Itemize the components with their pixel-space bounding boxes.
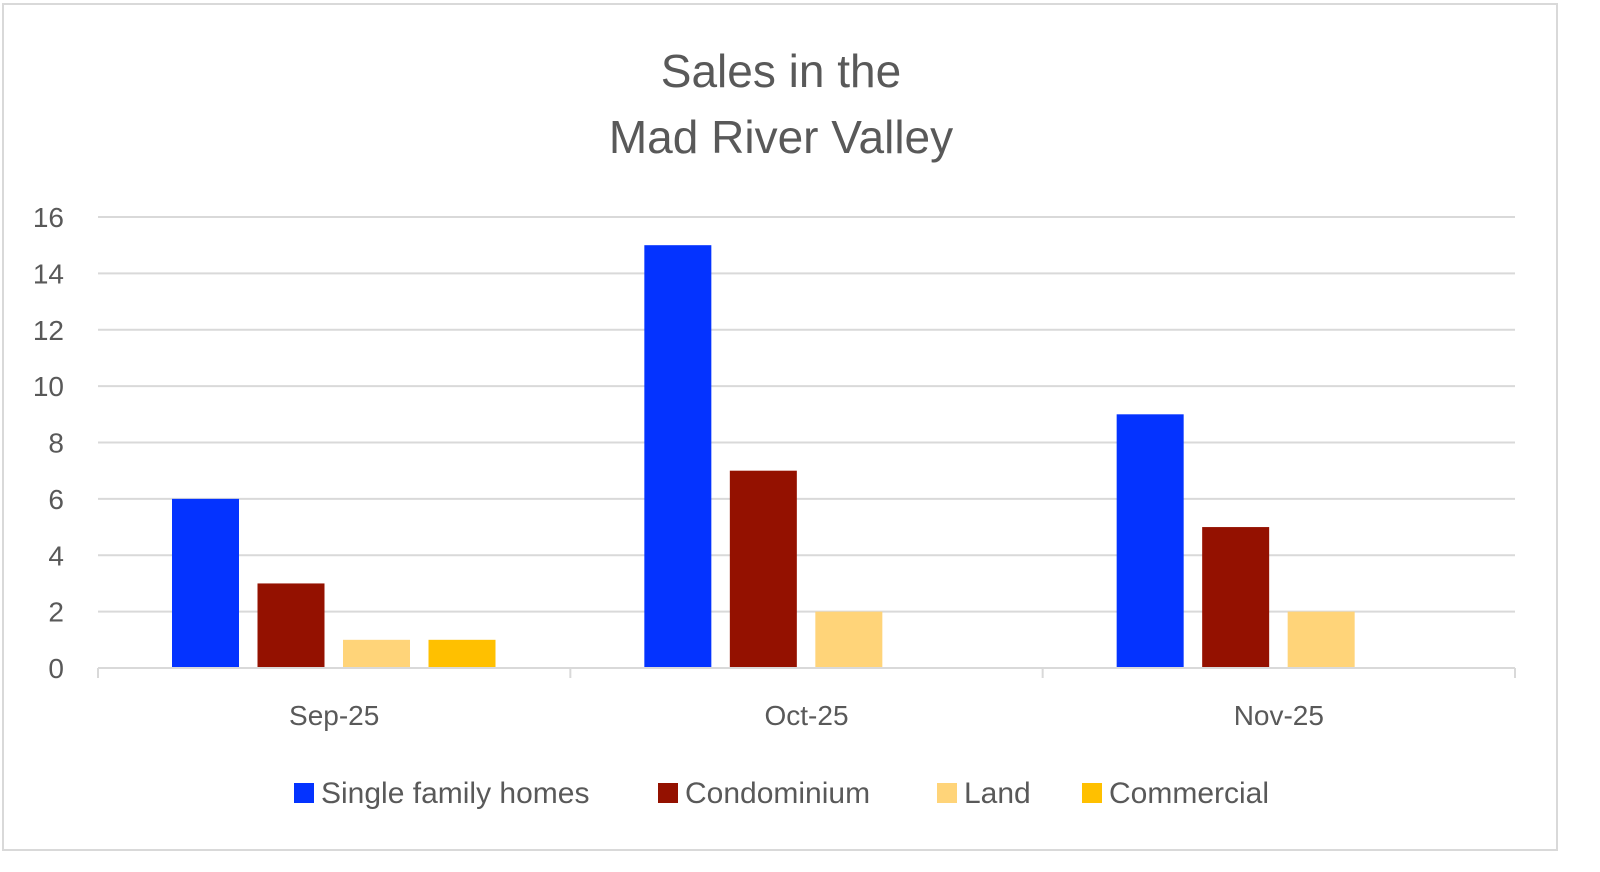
legend-swatch: [937, 783, 957, 803]
legend-label: Single family homes: [321, 777, 589, 810]
chart-title-line-1: Sales in the: [661, 45, 901, 97]
y-tick-label: 6: [48, 484, 64, 515]
x-tick-label: Oct-25: [764, 700, 848, 731]
bar-commercial-sep-25: [428, 639, 496, 668]
bar-condominium-nov-25: [1202, 527, 1270, 668]
x-tick-label: Sep-25: [289, 700, 379, 731]
y-tick-label: 2: [48, 597, 64, 628]
legend-label: Condominium: [685, 777, 870, 810]
x-tick-label: Nov-25: [1234, 700, 1324, 731]
chart-title-line-2: Mad River Valley: [609, 111, 953, 163]
bar-land-oct-25: [815, 611, 883, 668]
bar-single-family-homes-oct-25: [644, 245, 712, 668]
y-tick-label: 16: [33, 202, 64, 233]
bar-land-sep-25: [343, 639, 410, 668]
bar-condominium-oct-25: [729, 470, 797, 668]
bar-land-nov-25: [1287, 611, 1355, 668]
y-tick-label: 0: [48, 653, 64, 684]
legend-swatch: [658, 783, 678, 803]
bar-condominium-sep-25: [257, 583, 325, 668]
y-tick-label: 10: [33, 371, 64, 402]
chart-frame: [2, 3, 1558, 851]
legend-swatch: [1082, 783, 1102, 803]
legend-label: Commercial: [1109, 777, 1269, 810]
legend-label: Land: [964, 777, 1031, 810]
y-tick-label: 14: [33, 258, 64, 289]
bar-single-family-homes-nov-25: [1116, 414, 1184, 668]
bar-single-family-homes-sep-25: [172, 498, 239, 668]
y-tick-label: 4: [48, 540, 64, 571]
legend-swatch: [294, 783, 314, 803]
y-tick-label: 12: [33, 315, 64, 346]
y-tick-label: 8: [48, 428, 64, 459]
